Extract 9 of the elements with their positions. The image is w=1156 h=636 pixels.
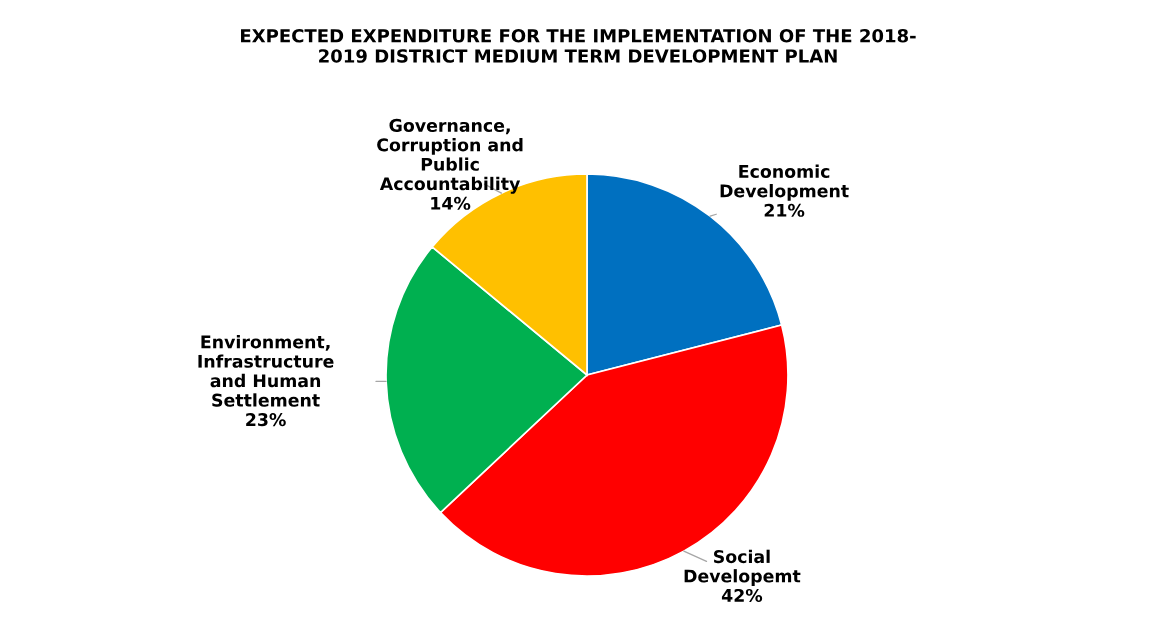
slice-label: Social Developemt [684, 549, 801, 586]
slice-label: Governance, Corruption and Public Accountability [377, 118, 523, 194]
data-label: 14% [431, 196, 471, 210]
data-label: 23% [246, 413, 286, 427]
slice-label: Economic Development [720, 164, 849, 201]
slice-label: Environment, Infrastructure and Human Settlement [198, 334, 334, 407]
data-label: 42% [721, 588, 763, 603]
data-label: 21% [764, 203, 805, 217]
chart-title: EXPECTED EXPENDITURE FOR THE IMPLEMENTATION OF THE 2018- 2019 DISTRICT MEDIUM TERM DEVELOPMENT PLAN [241, 28, 916, 63]
